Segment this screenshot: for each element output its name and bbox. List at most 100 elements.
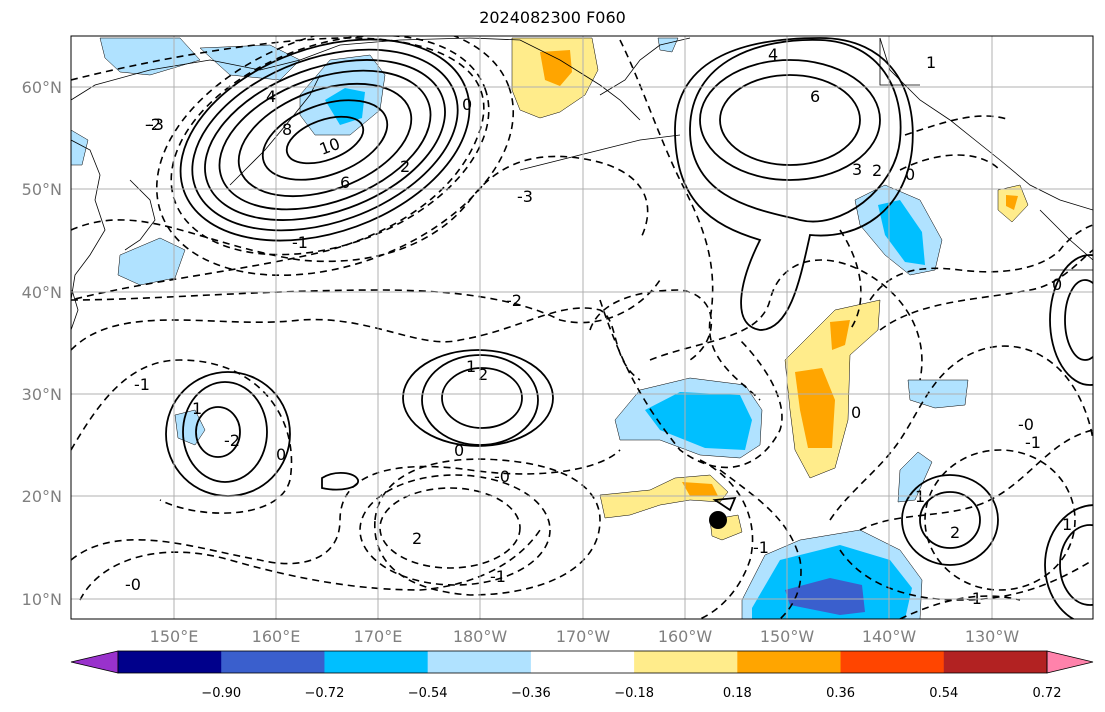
negative-shade (325, 88, 365, 125)
contour-label: 8 (282, 120, 292, 139)
contour-line (719, 469, 802, 619)
contour-line (321, 472, 359, 491)
contour-label: 2 (872, 161, 882, 180)
contour-line (674, 37, 914, 331)
lat-label: 20°N (22, 487, 62, 506)
negative-shade (645, 392, 752, 450)
contour-line (649, 259, 923, 381)
contour-line (859, 429, 1093, 531)
colorbar (70, 650, 1094, 674)
contour-line (869, 224, 1093, 301)
contour-line (79, 529, 541, 601)
colorbar-segment (737, 651, 842, 673)
lon-label: 140°W (862, 627, 917, 646)
contour-line (374, 458, 601, 596)
lon-label: 150°E (150, 627, 199, 646)
contour-line (285, 115, 365, 165)
contour-line (839, 229, 862, 331)
contour-line (170, 36, 490, 256)
contour-line (179, 38, 471, 242)
contour-label: -0 (125, 575, 141, 594)
colorbar-segment (427, 651, 532, 673)
positive-shade (830, 320, 850, 350)
negative-shade (71, 129, 89, 166)
contour-label: 6 (340, 173, 350, 192)
contour-line (839, 549, 1093, 601)
contour-label: 2 (478, 365, 488, 384)
contour-line (904, 115, 1011, 136)
longitude-labels: 150°E 160°E 170°E 180°W 170°W 160°W 150°… (150, 627, 1020, 646)
contour-label: -1 (292, 233, 308, 252)
colorbar-border (117, 650, 1048, 674)
colorbar-tick-label: 0.72 (1033, 686, 1062, 701)
contour-line (689, 39, 902, 223)
positive-shade (1006, 195, 1018, 210)
lon-label: 170°W (556, 627, 611, 646)
contour-label: -3 (148, 115, 164, 134)
colorbar-tick-label: −0.72 (305, 686, 345, 701)
contour-label: -2 (224, 431, 240, 450)
contour-line (402, 349, 554, 447)
contour-label: -1 (1025, 433, 1041, 452)
colorbar-tick-label: −0.36 (511, 686, 551, 701)
storm-center-marker (709, 511, 727, 529)
map-title: 2024082300 F060 (479, 8, 626, 27)
contour-label: 0 (1052, 275, 1062, 294)
lat-label: 50°N (22, 180, 62, 199)
contour-line (619, 39, 761, 401)
colorbar-tick-label: 0.18 (723, 686, 752, 701)
negative-shade (897, 451, 933, 503)
lon-label: 150°W (760, 627, 815, 646)
colorbar-tick-label: −0.54 (408, 686, 448, 701)
contour-line (1049, 254, 1093, 386)
colorbar-extend-high (1046, 650, 1094, 674)
shaded-anomalies (71, 37, 1029, 619)
colorbar-tick-label: 0.54 (929, 686, 958, 701)
contour-line (599, 299, 783, 469)
positive-shade (540, 50, 572, 86)
lon-label: 160°E (252, 627, 301, 646)
contour-line (379, 487, 521, 569)
contour-line (71, 449, 621, 565)
colorbar-tick-label: −0.90 (201, 686, 241, 701)
positive-contours (165, 37, 1093, 619)
contour-line (1059, 524, 1093, 606)
lon-label: 160°W (658, 627, 713, 646)
contour-label: 2 (950, 523, 960, 542)
lon-label: 130°W (965, 627, 1020, 646)
contour-label: 1 (192, 399, 202, 418)
contour-line (901, 474, 999, 566)
contour-line (712, 496, 737, 512)
latitude-labels: 60°N 50°N 40°N 30°N 20°N 10°N (22, 78, 62, 609)
contour-line (919, 491, 981, 549)
contour-line (182, 381, 268, 483)
map-border (70, 35, 1094, 620)
colorbar-segment (634, 651, 738, 673)
contour-label: 2 (400, 157, 410, 176)
contour-label: 1 (926, 53, 936, 72)
lat-label: 10°N (22, 590, 62, 609)
contour-label: 4 (266, 87, 276, 106)
contour-label: 1 (1062, 515, 1072, 534)
contour-line (1064, 279, 1093, 361)
negative-shade (785, 578, 865, 615)
contour-line (1044, 504, 1093, 619)
lat-label: 30°N (22, 385, 62, 404)
contour-line (699, 459, 754, 619)
contour-line (204, 59, 446, 221)
contour-line (441, 367, 523, 429)
negative-shade (878, 200, 925, 265)
colorbar-tick-labels: −0.90 −0.72 −0.54 −0.36 −0.18 0.18 0.36 0.54 0.7… (201, 686, 1062, 701)
contour-label: -3 (517, 187, 533, 206)
contour-label: -2 (145, 115, 161, 134)
lon-label: 180°W (453, 627, 508, 646)
contour-line (829, 345, 1093, 521)
contour-label: -0 (494, 467, 510, 486)
contour-label: -1 (753, 538, 769, 557)
contour-label: 6 (810, 87, 820, 106)
contour-line (71, 307, 641, 381)
colorbar-tick-label: 0.36 (826, 686, 855, 701)
contour-label: -1 (490, 567, 506, 586)
lat-label: 40°N (22, 283, 62, 302)
